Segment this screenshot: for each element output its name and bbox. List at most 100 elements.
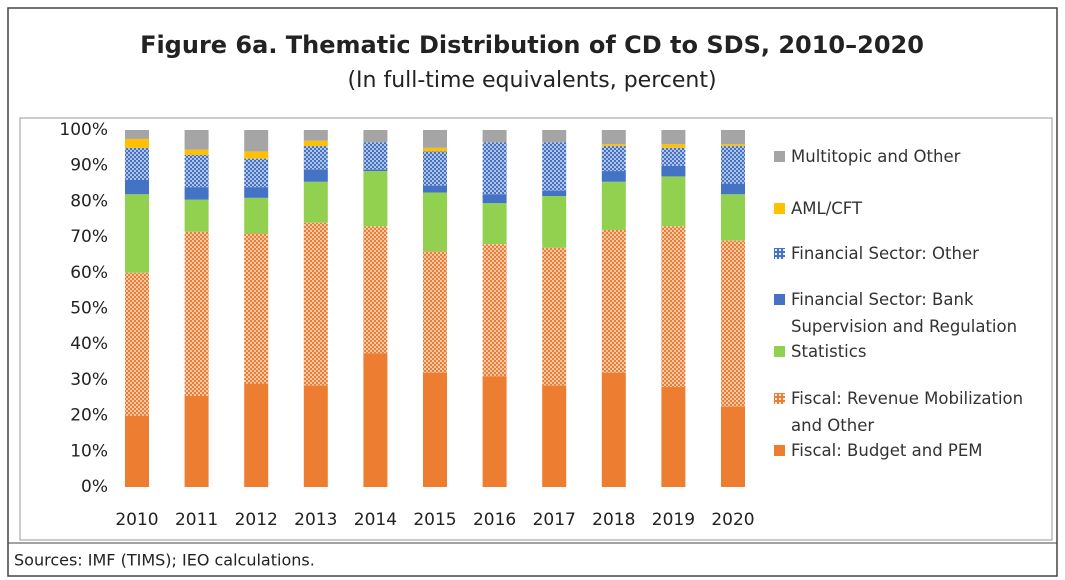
bar-segment xyxy=(303,181,328,223)
bar-segment xyxy=(601,372,626,487)
bar-segment xyxy=(423,372,447,487)
bar-segment xyxy=(184,199,209,232)
bar-segment xyxy=(363,169,388,172)
plot-frame xyxy=(19,117,1053,541)
legend-swatch xyxy=(774,151,785,162)
x-tick-label: 2018 xyxy=(592,510,635,530)
bar-segment xyxy=(184,231,209,396)
bar-segment xyxy=(661,144,686,148)
bar-segment xyxy=(601,146,626,172)
y-tick-label: 50% xyxy=(70,299,108,319)
x-tick-label: 2012 xyxy=(235,510,278,530)
chart-title: Figure 6a. Thematic Distribution of CD t… xyxy=(140,31,924,59)
bar-segment xyxy=(363,226,388,354)
legend-entry: Multitopic and Other xyxy=(774,143,1044,170)
chart-subtitle: (In full-time equivalents, percent) xyxy=(347,68,716,93)
bar-segment xyxy=(661,147,686,166)
outer-frame xyxy=(7,7,1058,577)
bar-segment xyxy=(661,387,686,487)
bar-segment xyxy=(542,130,567,143)
legend-label: Financial Sector: Bank Supervision and R… xyxy=(791,290,1018,336)
x-tick-label: 2016 xyxy=(473,510,516,530)
bar-segment xyxy=(184,130,209,150)
bar-segment xyxy=(601,130,626,145)
legend-entry: Financial Sector: Other xyxy=(774,240,1044,267)
bar-segment xyxy=(125,130,149,139)
y-tick-label: 70% xyxy=(70,227,108,247)
bar-segment xyxy=(184,395,209,487)
bar-segment xyxy=(303,169,328,182)
bar-segment xyxy=(125,415,149,487)
bar-segment xyxy=(542,196,567,248)
legend-label: Fiscal: Budget and PEM xyxy=(791,441,983,460)
y-tick-label: 0% xyxy=(81,477,108,497)
y-tick-label: 10% xyxy=(70,441,108,461)
y-tick-label: 100% xyxy=(59,120,108,140)
legend-label: Fiscal: Revenue Mobilization and Other xyxy=(791,389,1024,435)
x-tick-label: 2015 xyxy=(413,510,456,530)
x-tick-label: 2019 xyxy=(652,510,695,530)
bar-segment xyxy=(482,194,507,204)
bar-segment xyxy=(244,130,269,152)
bar-segment xyxy=(363,171,388,227)
bar-segment xyxy=(303,222,328,386)
bar-segment xyxy=(303,130,328,141)
legend-swatch xyxy=(774,203,785,214)
bar-segment xyxy=(601,171,626,182)
x-tick-label: 2014 xyxy=(354,510,397,530)
bar-segment xyxy=(482,130,507,143)
y-tick-label: 90% xyxy=(70,156,108,176)
bar-segment xyxy=(125,147,149,180)
bar-segment xyxy=(721,406,745,487)
legend-entry: Financial Sector: Bank Supervision and R… xyxy=(774,286,1044,340)
x-tick-label: 2010 xyxy=(115,510,158,530)
bar-segment xyxy=(303,140,328,147)
bar-segment xyxy=(244,197,269,234)
legend-entry: Fiscal: Revenue Mobilization and Other xyxy=(774,385,1044,439)
bar-segment xyxy=(303,385,328,487)
y-tick-label: 30% xyxy=(70,370,108,390)
legend-entry: Fiscal: Budget and PEM xyxy=(774,437,1044,464)
legend-swatch xyxy=(774,445,785,456)
y-tick-label: 80% xyxy=(70,191,108,211)
x-tick-label: 2020 xyxy=(711,510,754,530)
legend-label: Statistics xyxy=(791,342,867,361)
bar-segment xyxy=(482,244,507,377)
bar-segment xyxy=(661,226,686,388)
bar-segment xyxy=(542,385,567,487)
y-tick-label: 40% xyxy=(70,334,108,354)
x-tick-label: 2011 xyxy=(175,510,218,530)
bar-segment xyxy=(423,251,447,373)
bar-segment xyxy=(125,179,149,195)
bar-segment xyxy=(542,142,567,191)
bar-segment xyxy=(601,144,626,147)
bar-segment xyxy=(661,130,686,145)
bar-segment xyxy=(244,187,269,198)
legend-swatch xyxy=(774,248,785,259)
bar-segment xyxy=(721,183,745,195)
bar-segment xyxy=(721,194,745,241)
bar-segment xyxy=(363,353,388,487)
bar-segment xyxy=(125,194,149,273)
bar-segment xyxy=(363,142,388,170)
bar-segment xyxy=(184,187,209,200)
bar-segment xyxy=(423,130,447,148)
legend-swatch xyxy=(774,346,785,357)
bar-segment xyxy=(721,144,745,147)
bar-segment xyxy=(423,151,447,186)
bar-segment xyxy=(721,240,745,407)
bar-segment xyxy=(482,203,507,245)
bar-segment xyxy=(601,181,626,230)
y-tick-label: 60% xyxy=(70,263,108,283)
bar-segment xyxy=(363,130,388,143)
bar-segment xyxy=(482,376,507,487)
legend-entry: AML/CFT xyxy=(774,195,1044,222)
bar-segment xyxy=(601,229,626,373)
bar-segment xyxy=(423,185,447,193)
source-note: Sources: IMF (TIMS); IEO calculations. xyxy=(14,551,315,570)
bar-segment xyxy=(125,272,149,416)
bar-segment xyxy=(721,146,745,184)
bar-segment xyxy=(482,142,507,195)
